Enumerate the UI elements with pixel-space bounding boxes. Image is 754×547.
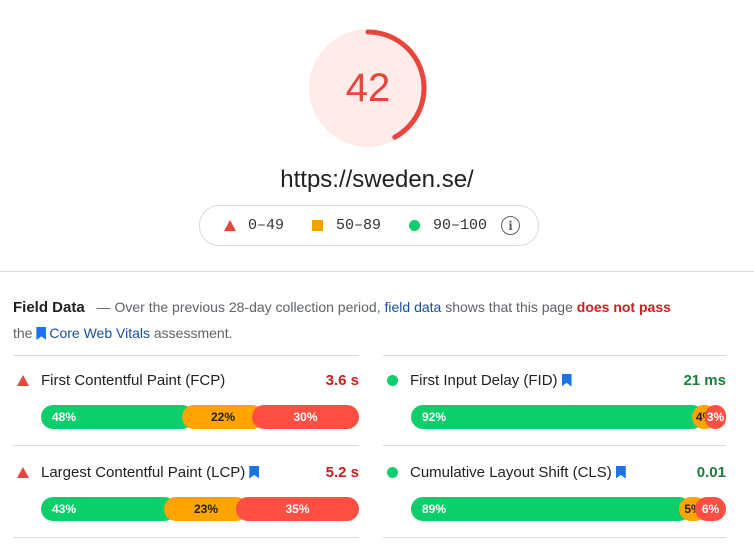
metric-divider — [383, 445, 726, 446]
distribution-bar: 92%4%3% — [411, 405, 726, 429]
good-segment: 89% — [411, 497, 691, 521]
score-value: 42 — [345, 65, 391, 110]
pass-circle-icon — [387, 466, 398, 478]
good-segment: 43% — [41, 497, 176, 521]
needs-improvement-segment: 22% — [182, 405, 264, 429]
bookmark-icon — [615, 465, 626, 479]
field-data-text: shows that this page — [445, 299, 573, 315]
core-web-vitals-link[interactable]: Core Web Vitals — [49, 325, 150, 341]
assessment-result: does not pass — [576, 299, 671, 315]
metric-2: First Input Delay (FID) 21 ms 92%4%3% — [383, 370, 726, 429]
good-segment: 92% — [411, 405, 704, 429]
metric-value: 5.2 s — [325, 463, 359, 481]
page-url: https://sweden.se/ — [280, 166, 474, 193]
metric-divider — [13, 537, 359, 538]
score-legend: 0–49 50–89 90–100 i — [199, 205, 539, 246]
metric-header: Largest Contentful Paint (LCP) 5.2 s — [13, 462, 359, 482]
dash: — — [96, 299, 111, 315]
metric-value: 3.6 s — [325, 371, 359, 389]
legend-label: 50–89 — [336, 217, 382, 234]
needs-improvement-segment: 23% — [164, 497, 248, 521]
performance-score-gauge: 42 — [309, 29, 429, 149]
square-icon — [312, 220, 324, 231]
legend-label: 0–49 — [248, 217, 285, 234]
poor-segment: 30% — [252, 405, 359, 429]
metric-4: Cumulative Layout Shift (CLS) 0.01 89% 5% 6% — [383, 462, 726, 521]
good-segment: 48% — [41, 405, 194, 429]
metric-3: Largest Contentful Paint (LCP) 5.2 s 43% 23… — [13, 462, 359, 521]
fail-triangle-icon — [17, 374, 29, 386]
metric-divider — [383, 355, 726, 356]
metric-divider — [13, 445, 359, 446]
legend-item-fail: 0–49 — [224, 217, 284, 234]
bookmark-icon — [249, 465, 260, 479]
metric-header: First Input Delay (FID) 21 ms — [383, 370, 726, 390]
bookmark-icon — [561, 373, 572, 387]
field-data-title: Field Data — [13, 299, 85, 316]
distribution-bar: 48% 22% 30% — [41, 405, 359, 429]
metric-header: Cumulative Layout Shift (CLS) 0.01 — [383, 462, 726, 482]
field-data-link[interactable]: field data — [384, 299, 442, 315]
metric-name: First Contentful Paint (FCP) — [41, 371, 226, 389]
legend-label: 90–100 — [433, 217, 488, 234]
legend-item-average: 50–89 — [312, 217, 381, 234]
bookmark-icon — [36, 327, 47, 340]
metric-value: 21 ms — [683, 371, 726, 389]
poor-segment: 6% — [695, 497, 726, 521]
circle-icon — [409, 220, 421, 231]
metric-value: 0.01 — [696, 463, 726, 481]
poor-segment: 3% — [705, 405, 726, 429]
section-divider — [0, 271, 754, 272]
metric-1: First Contentful Paint (FCP) 3.6 s 48% 22% 3… — [13, 370, 359, 429]
triangle-icon — [224, 220, 236, 231]
metric-divider — [383, 537, 726, 538]
fail-triangle-icon — [17, 466, 29, 478]
metric-divider — [13, 355, 359, 356]
poor-segment: 35% — [236, 497, 359, 521]
metric-name: First Input Delay (FID) — [410, 371, 558, 389]
metric-header: First Contentful Paint (FCP) 3.6 s — [13, 370, 359, 390]
field-data-header-line2: the Core Web Vitals assessment. — [13, 325, 232, 341]
metric-name: Cumulative Layout Shift (CLS) — [410, 463, 612, 481]
metric-name: Largest Contentful Paint (LCP) — [41, 463, 246, 481]
score-arc — [309, 29, 427, 147]
field-data-header: Field Data — Over the previous 28-day co… — [13, 299, 671, 316]
distribution-bar: 89% 5% 6% — [411, 497, 726, 521]
legend-item-pass: 90–100 — [409, 217, 487, 234]
distribution-bar: 43% 23% 35% — [41, 497, 359, 521]
field-data-text: the — [13, 325, 33, 341]
field-data-text: assessment. — [153, 325, 233, 341]
field-data-text: Over the previous 28-day collection peri… — [114, 299, 381, 315]
pass-circle-icon — [387, 374, 398, 386]
info-icon[interactable]: i — [501, 216, 521, 235]
